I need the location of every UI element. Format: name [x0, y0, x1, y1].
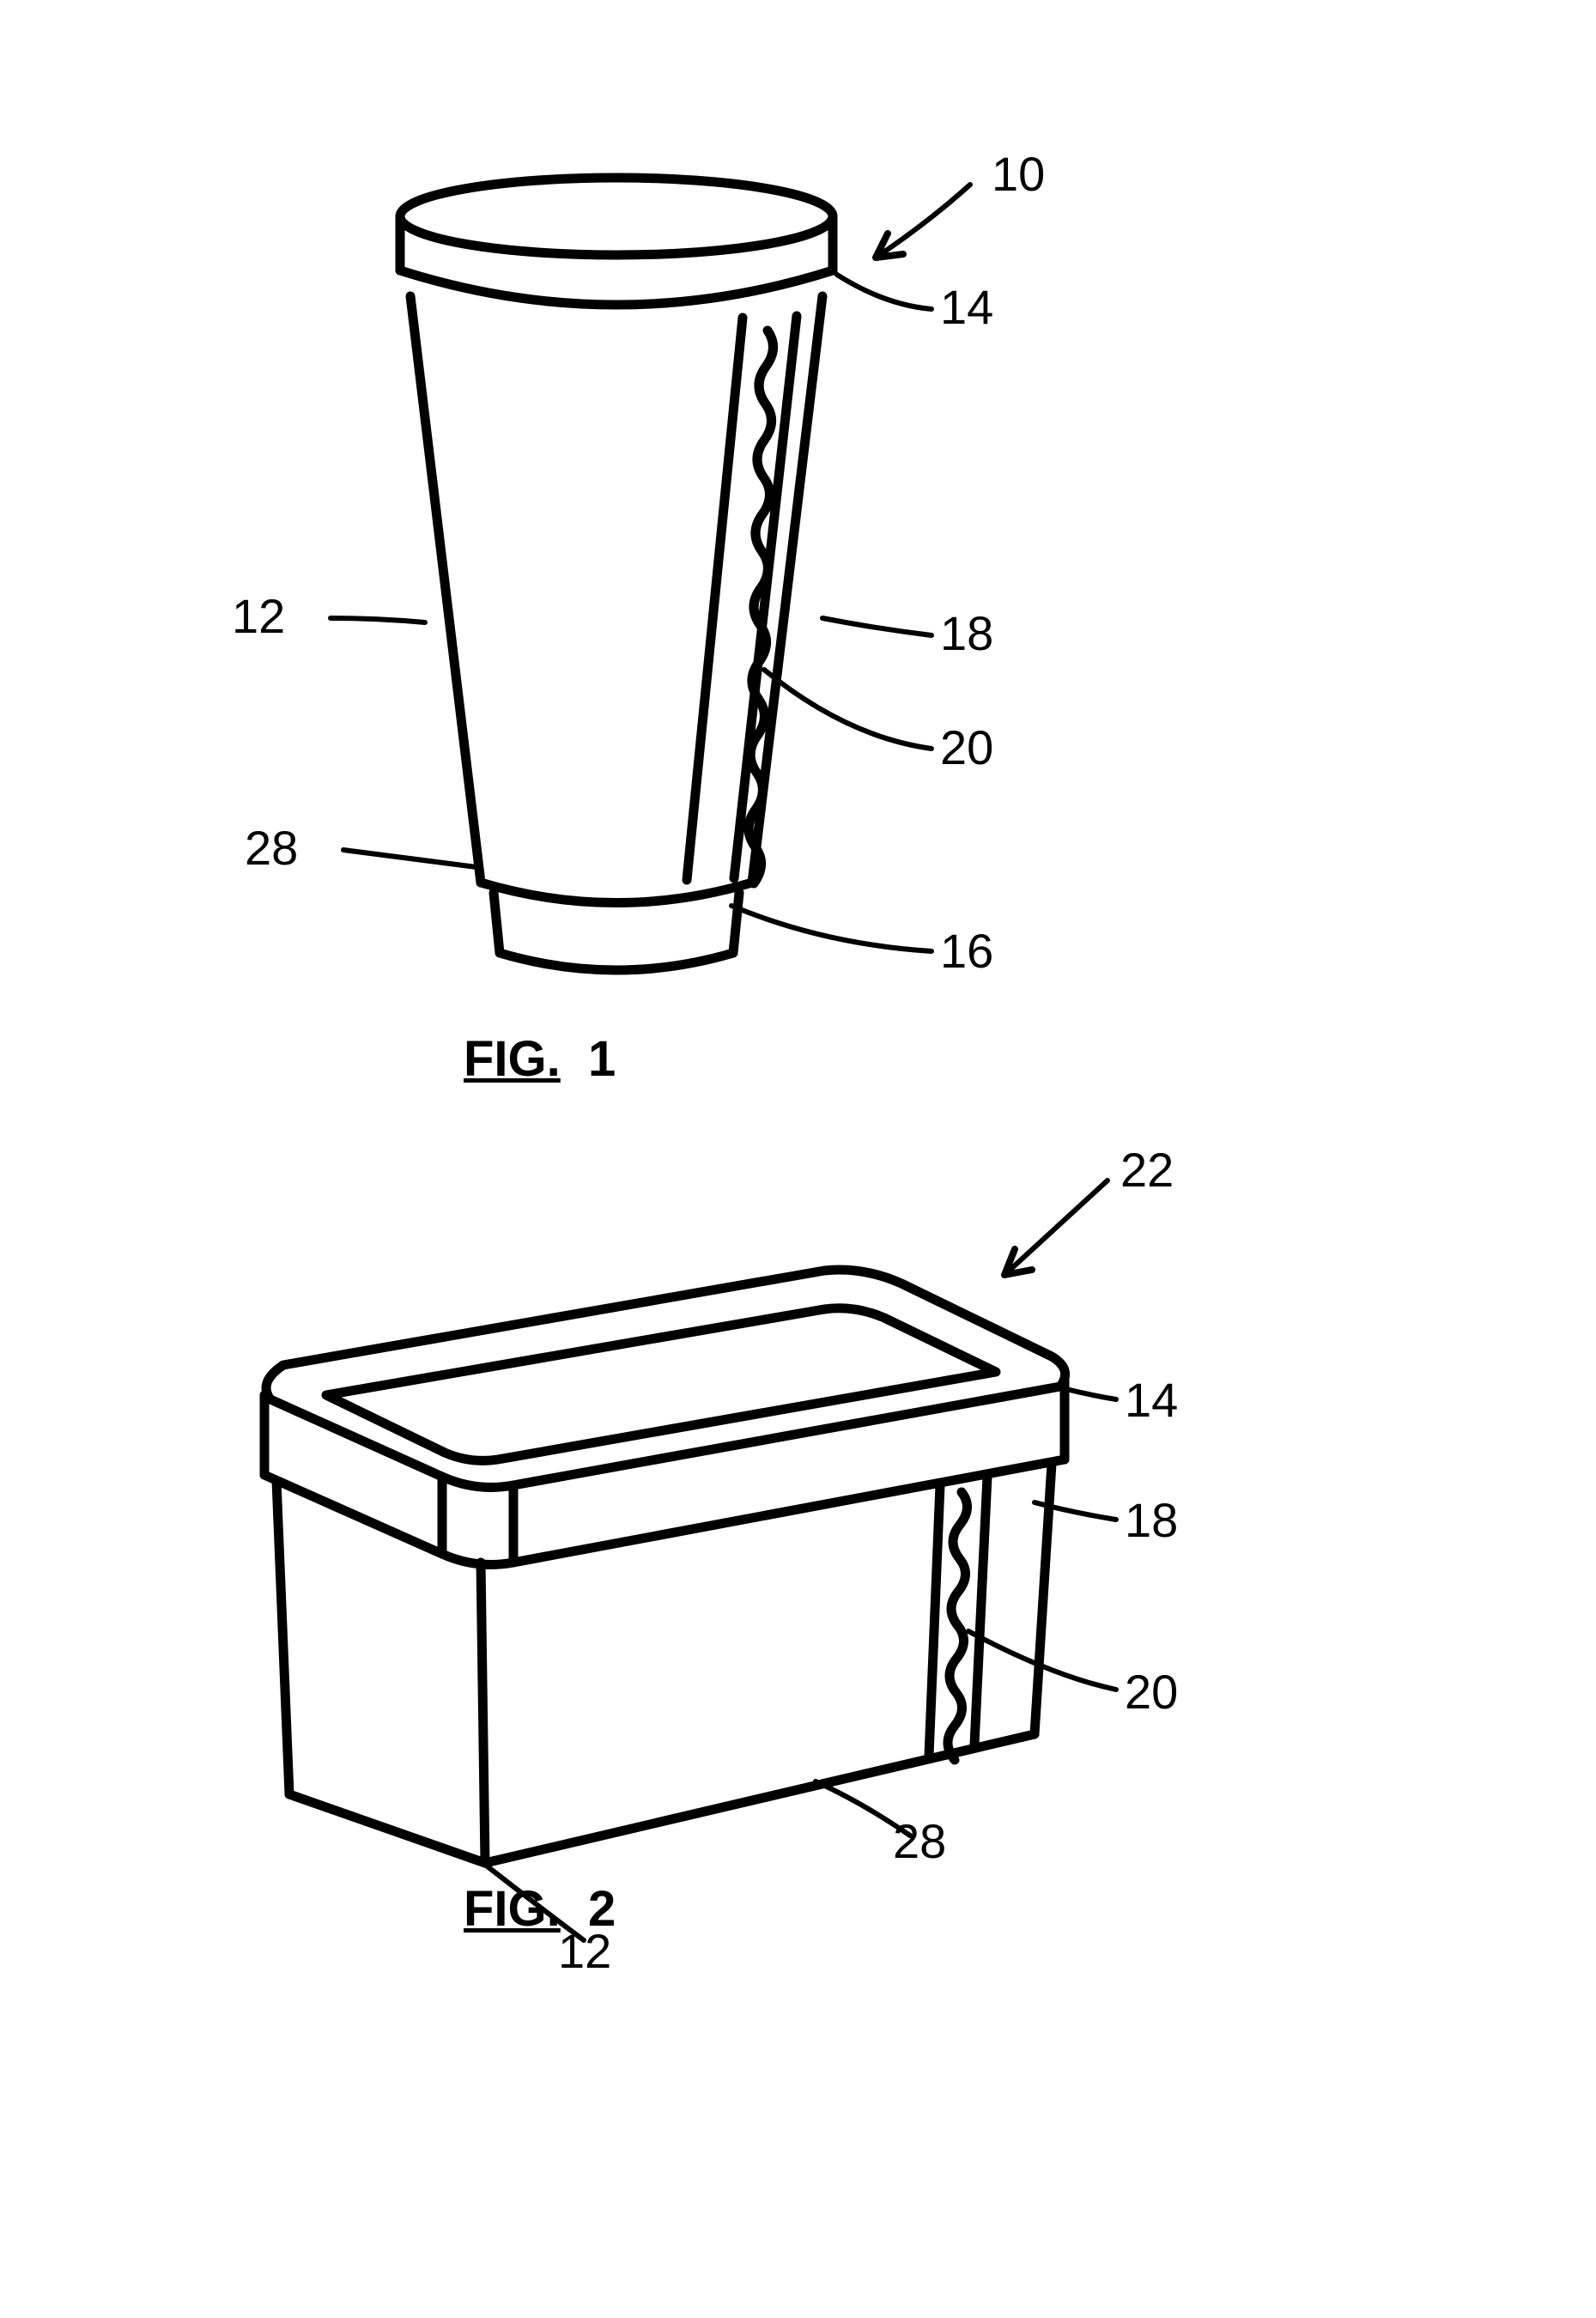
- ref-14-f1: 14: [940, 279, 993, 335]
- ref-12-f2: 12: [558, 1923, 611, 1979]
- ref-10: 10: [992, 146, 1045, 202]
- patent-figure-page: FIG. 1 10 14 12 18 20 28 16 FIG. 2 22 14…: [0, 0, 1596, 2296]
- ref-12-f1: 12: [232, 588, 285, 644]
- fig1-prefix: FIG.: [464, 1031, 561, 1087]
- ref-16-f1: 16: [940, 923, 993, 979]
- ref-18-f1: 18: [940, 605, 993, 661]
- fig2-prefix: FIG.: [464, 1881, 561, 1937]
- figure-1-drawing: [0, 0, 1596, 1116]
- figure-2-drawing: [0, 1116, 1596, 2318]
- ref-28-f2: 28: [893, 1813, 946, 1869]
- figure-1-label: FIG. 1: [464, 1030, 616, 1088]
- ref-20-f2: 20: [1125, 1664, 1178, 1720]
- ref-14-f2: 14: [1125, 1372, 1178, 1428]
- ref-18-f2: 18: [1125, 1492, 1178, 1548]
- ref-22: 22: [1120, 1142, 1174, 1198]
- ref-20-f1: 20: [940, 719, 993, 775]
- ref-28-f1: 28: [245, 820, 298, 876]
- fig1-num: 1: [588, 1031, 616, 1087]
